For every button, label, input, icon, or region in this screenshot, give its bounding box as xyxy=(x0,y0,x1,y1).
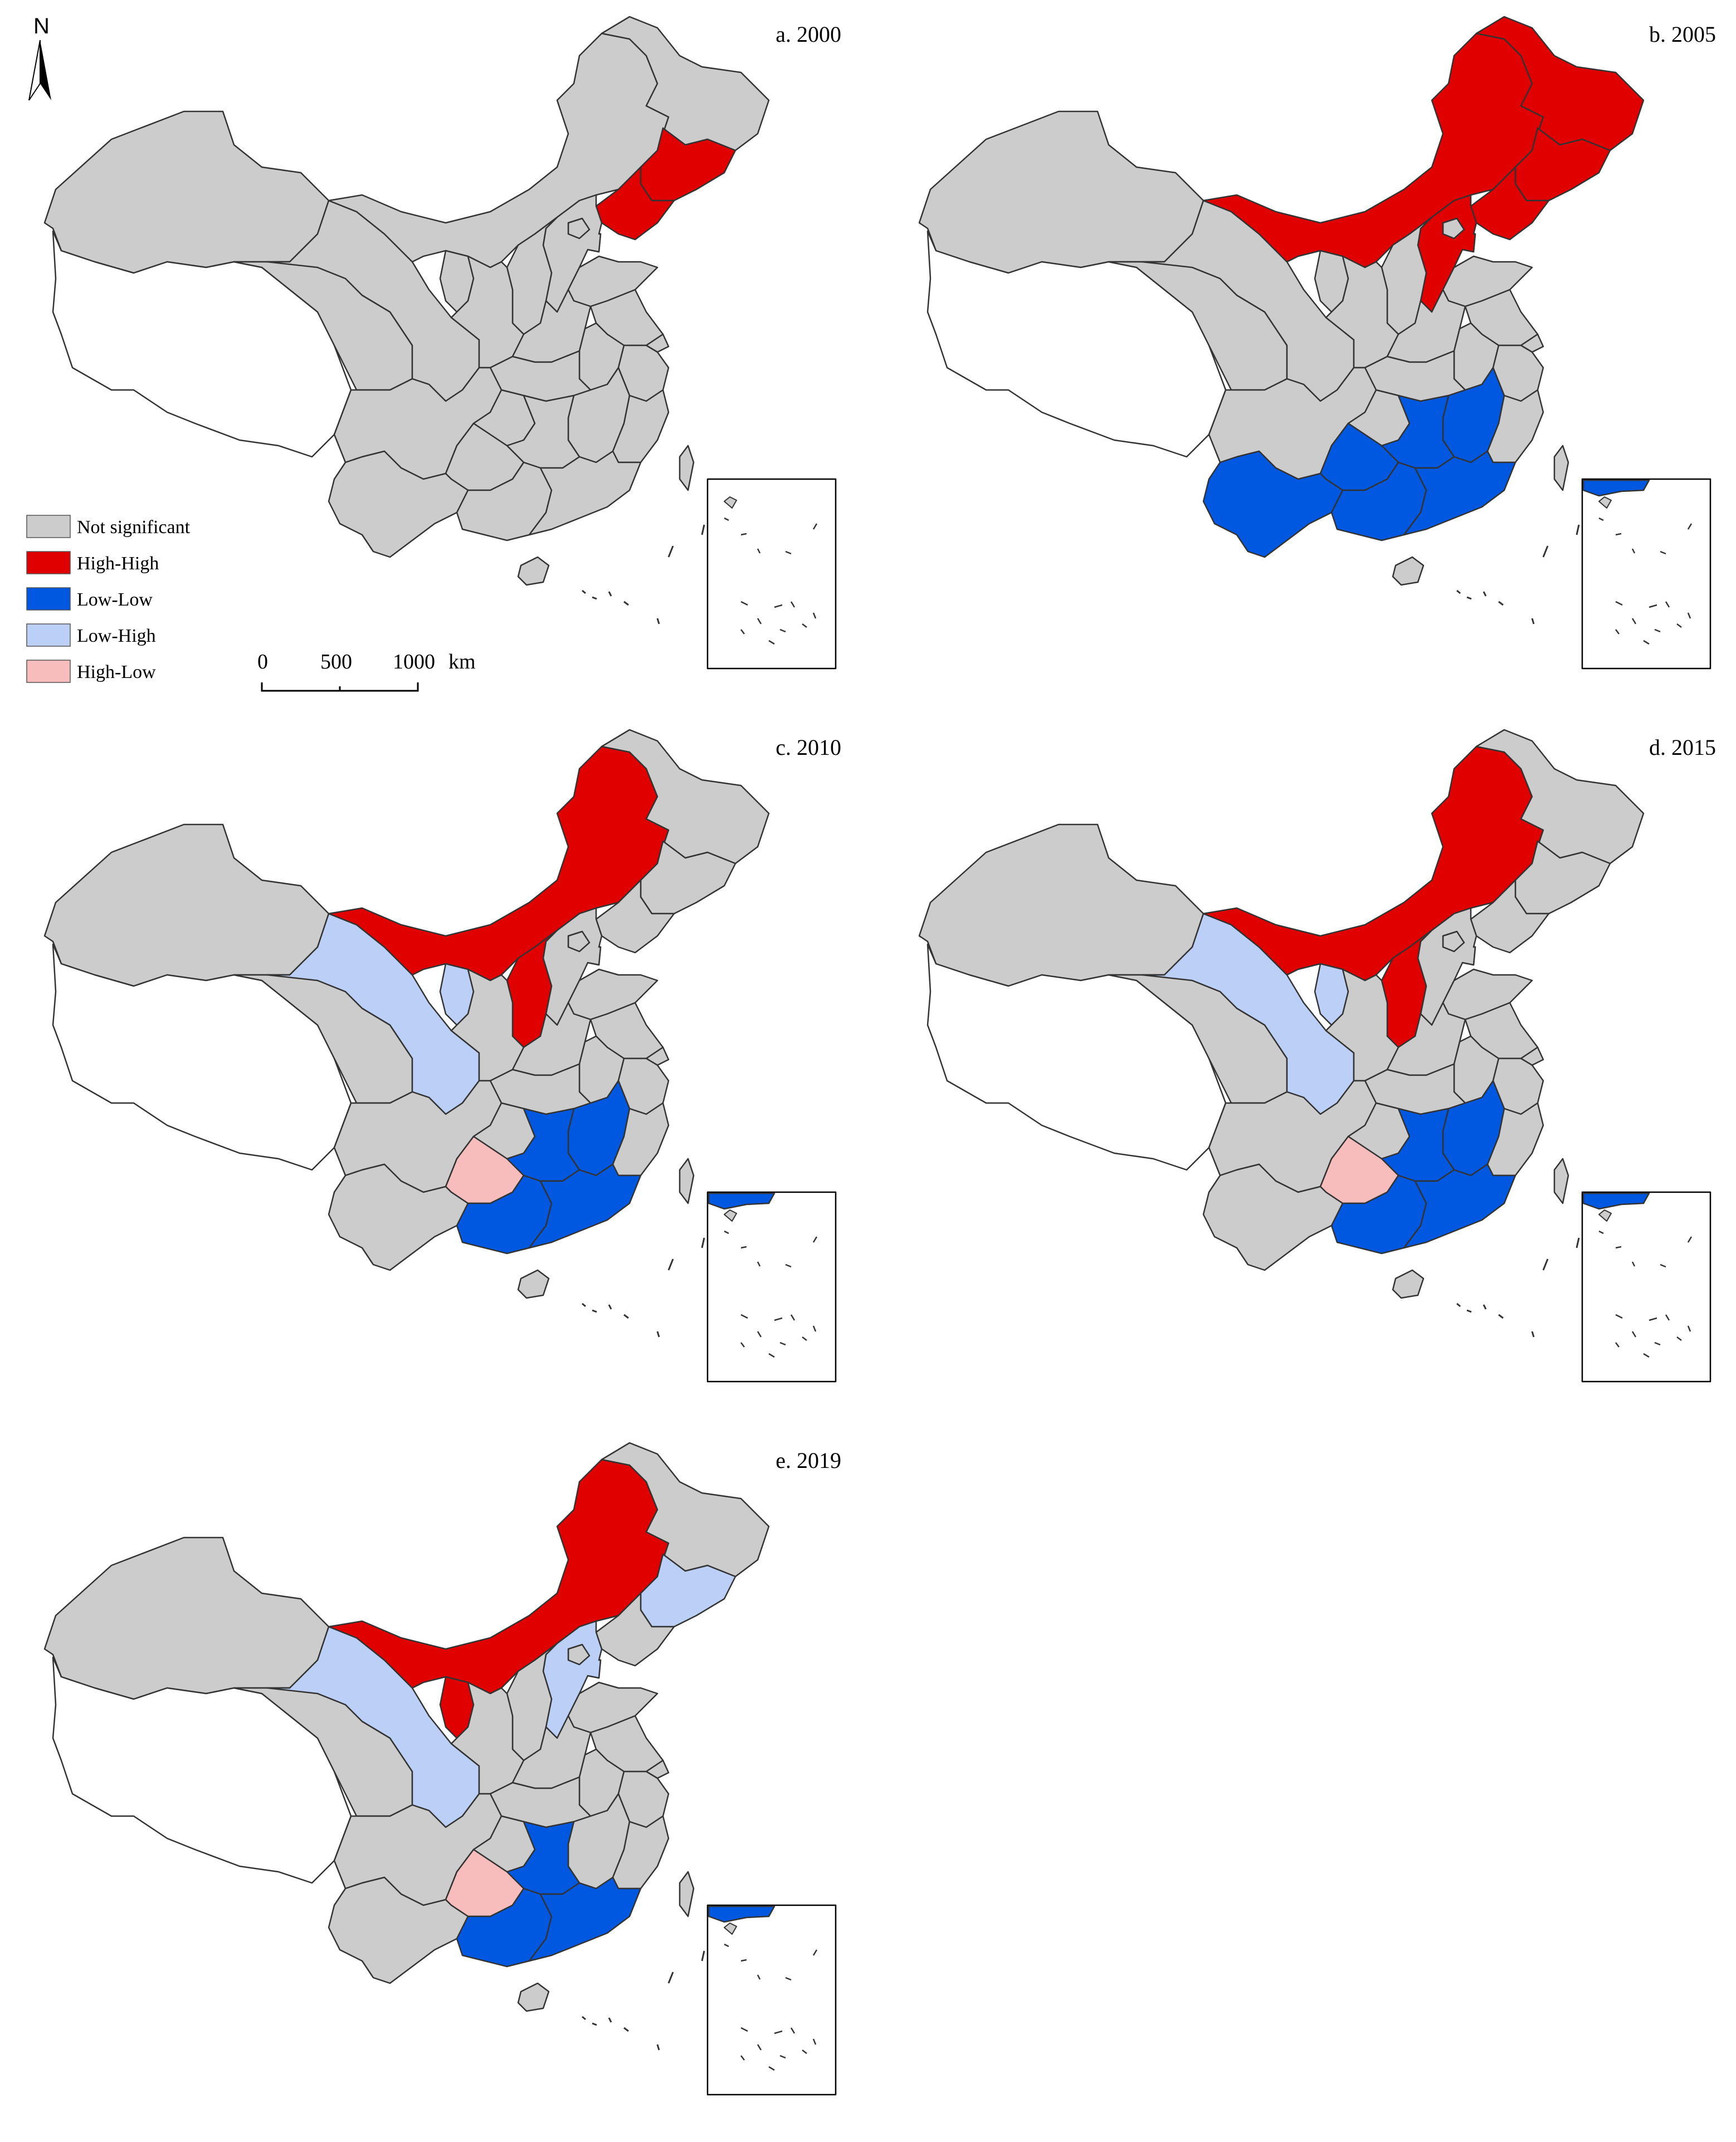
inset-low-low-band xyxy=(1582,479,1650,497)
scale-bar: 0 500 1000 km xyxy=(257,650,476,692)
province-hainan xyxy=(1392,1269,1425,1299)
province-yunnan xyxy=(1202,1163,1344,1271)
legend-swatch-ll xyxy=(26,587,71,611)
south-china-sea-inset xyxy=(1581,1191,1711,1383)
province-taiwan xyxy=(1553,445,1569,491)
province-taiwan xyxy=(679,1871,695,1917)
legend-label-ll: Low-Low xyxy=(77,589,153,610)
panel-title-b: b. 2005 xyxy=(1649,22,1716,47)
islands xyxy=(582,524,705,624)
province-hebei xyxy=(542,907,603,1026)
panel-title-c: c. 2010 xyxy=(776,735,841,760)
legend-swatch-ns xyxy=(26,515,71,538)
inset-low-low-band xyxy=(708,1905,776,1923)
china-map-c xyxy=(43,729,837,1383)
province-hainan xyxy=(517,556,550,586)
scale-label-1000: 1000 xyxy=(393,650,435,674)
south-china-sea-inset xyxy=(706,1191,837,1383)
legend-swatch-hl xyxy=(26,660,71,683)
legend-label-lh: Low-High xyxy=(77,626,156,646)
panel-title-a: a. 2000 xyxy=(776,22,841,47)
province-hainan xyxy=(1392,556,1425,586)
china-map-b xyxy=(918,16,1711,670)
islands xyxy=(1456,524,1580,624)
inset-low-low-band xyxy=(1582,1192,1650,1210)
province-yunnan xyxy=(1202,450,1344,558)
province-xinjiang xyxy=(43,823,330,987)
province-hebei xyxy=(542,194,603,313)
scale-unit: km xyxy=(448,650,476,674)
legend-label-ns: Not significant xyxy=(77,517,191,538)
south-china-sea-inset xyxy=(706,478,837,670)
islands xyxy=(582,1950,705,2051)
province-xinjiang xyxy=(918,110,1205,274)
map-legend: Not significant High-High Low-Low Low-High H… xyxy=(26,515,191,683)
scale-label-0: 0 xyxy=(257,650,268,674)
scale-label-500: 500 xyxy=(320,650,352,674)
province-fujian xyxy=(612,389,670,463)
map-panel-a: a. 2000 xyxy=(43,16,841,670)
province-taiwan xyxy=(679,1158,695,1204)
south-china-sea-inset xyxy=(1581,478,1711,670)
legend-label-hl: High-Low xyxy=(77,662,156,682)
north-arrow-label: N xyxy=(33,14,50,38)
map-panel-d: d. 2015 xyxy=(918,729,1716,1383)
province-yunnan xyxy=(328,1876,469,1984)
province-hainan xyxy=(517,1982,550,2012)
legend-swatch-hh xyxy=(26,551,71,574)
panel-title-d: d. 2015 xyxy=(1649,735,1716,760)
province-taiwan xyxy=(1553,1158,1569,1204)
panel-title-e: e. 2019 xyxy=(776,1448,841,1473)
province-guangdong xyxy=(528,450,642,536)
province-guangdong xyxy=(528,1163,642,1249)
province-fujian xyxy=(1486,1102,1544,1177)
south-china-sea-inset xyxy=(706,1904,837,2096)
north-arrow: N xyxy=(28,14,51,101)
province-hainan xyxy=(517,1269,550,1299)
islands xyxy=(1456,1237,1580,1338)
province-xinjiang xyxy=(43,110,330,274)
north-arrow-head-icon xyxy=(40,40,51,100)
province-xinjiang xyxy=(43,1536,330,1700)
china-map-a xyxy=(43,16,837,670)
map-panel-b: b. 2005 xyxy=(918,16,1716,670)
map-panel-e: e. 2019 xyxy=(43,1442,841,2096)
province-taiwan xyxy=(679,445,695,491)
province-fujian xyxy=(1486,389,1544,463)
province-guangdong xyxy=(1403,1163,1516,1249)
province-guangdong xyxy=(528,1876,642,1962)
province-yunnan xyxy=(328,1163,469,1271)
islands xyxy=(582,1237,705,1338)
inset-low-low-band xyxy=(708,1192,776,1210)
province-yunnan xyxy=(328,450,469,558)
province-fujian xyxy=(612,1815,670,1890)
china-map-e xyxy=(43,1442,837,2096)
legend-label-hh: High-High xyxy=(77,553,159,574)
province-fujian xyxy=(612,1102,670,1177)
province-guangdong xyxy=(1403,450,1516,536)
province-xinjiang xyxy=(918,823,1205,987)
map-panel-c: c. 2010 xyxy=(43,729,841,1383)
china-map-d xyxy=(918,729,1711,1383)
legend-swatch-lh xyxy=(26,623,71,647)
